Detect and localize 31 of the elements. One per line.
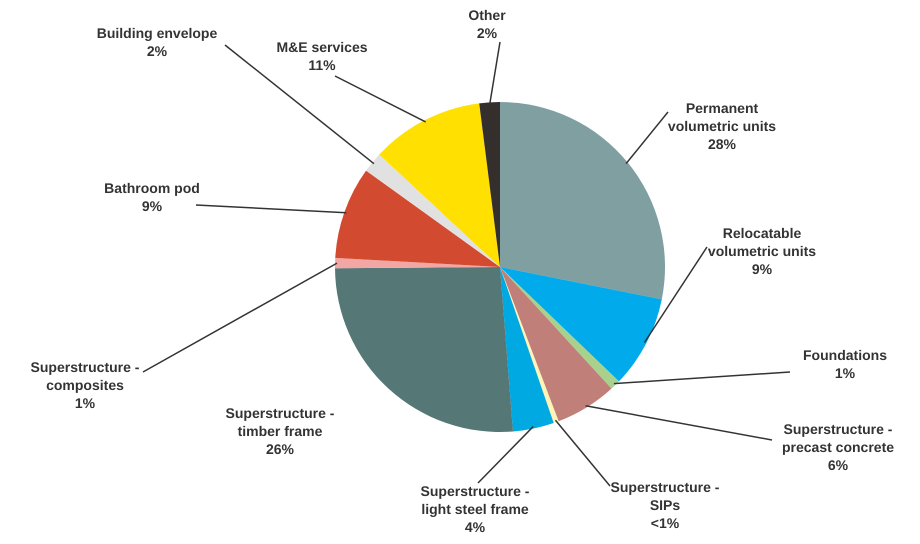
slice-label: Superstructure - light steel frame [420, 483, 530, 517]
data-label: 28% [708, 136, 737, 152]
slice-label: Superstructure - timber frame [226, 405, 335, 439]
pie-slice [500, 267, 612, 422]
slice-label: Superstructure - precast concrete [782, 421, 894, 455]
slice-label: M&E services [276, 39, 368, 55]
data-label: 1% [74, 395, 96, 411]
data-label: 11% [308, 57, 336, 73]
data-label: 26% [266, 441, 295, 457]
slice-label: Building envelope [96, 25, 218, 41]
pie-slice [366, 154, 500, 267]
data-label: 4% [464, 519, 486, 535]
slice-label: Permanent volumetric units [668, 100, 776, 134]
data-label: 2% [146, 43, 168, 59]
pie-slice [379, 103, 500, 267]
pie-slice [335, 267, 514, 432]
data-label: 9% [752, 261, 773, 277]
pie-slice [500, 102, 665, 300]
slice-label: Foundations [803, 347, 888, 363]
slice-label: Relocatable volumetric units [708, 225, 816, 259]
pie-slice [500, 267, 619, 389]
slice-label: Superstructure - composites [30, 359, 140, 393]
pie-slice [335, 170, 500, 267]
data-label: <1% [650, 515, 680, 531]
slice-label: Other [468, 7, 506, 23]
data-label: 6% [828, 457, 849, 473]
data-label: 9% [142, 198, 163, 214]
slice-label: Bathroom pod [104, 180, 200, 196]
data-label: 1% [834, 365, 856, 381]
data-label: 2% [476, 25, 498, 41]
slice-label: Superstructure - SIPs [610, 479, 720, 513]
